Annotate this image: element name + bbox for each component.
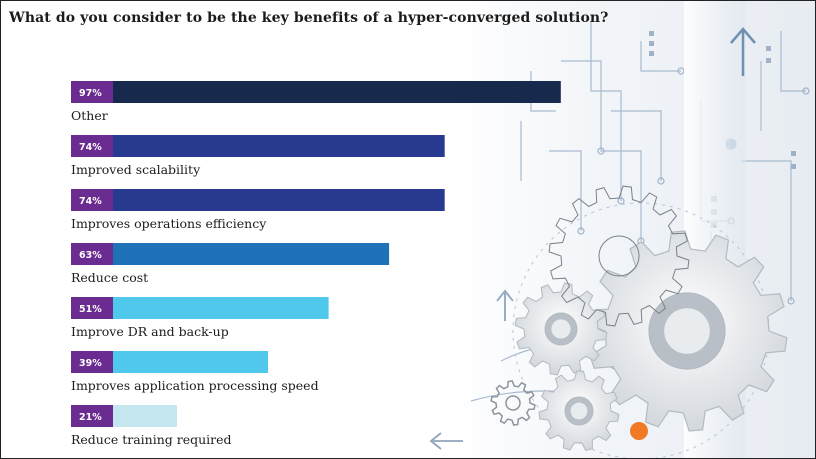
small-gear-icon (538, 370, 620, 451)
value-badge-4 (71, 297, 113, 319)
value-badge-0 (71, 81, 113, 103)
value-badge-1 (71, 135, 113, 157)
bar-3 (71, 243, 390, 265)
value-badge-5 (71, 351, 113, 373)
bar-0 (71, 81, 561, 103)
category-label-2: Improves operations efficiency (71, 216, 267, 231)
value-badge-6 (71, 405, 113, 427)
large-gear-icon (586, 230, 788, 432)
left-arrow-icon (429, 432, 463, 450)
value-label-1: 74% (79, 142, 102, 153)
bar-1 (71, 135, 445, 157)
orange-dot (630, 422, 648, 440)
value-label-3: 63% (79, 250, 102, 261)
up-arrow-small-icon (496, 289, 514, 321)
value-label-5: 39% (79, 358, 102, 369)
value-label-2: 74% (79, 196, 102, 207)
category-label-6: Reduce training required (71, 432, 232, 447)
category-label-1: Improved scalability (71, 162, 201, 177)
value-label-6: 21% (79, 412, 102, 423)
category-label-0: Other (71, 108, 108, 123)
outline-gear-icon (490, 380, 536, 426)
value-label-0: 97% (79, 88, 102, 99)
up-arrow-icon (730, 27, 756, 76)
bar-chart: 97% Other 74% Improved scalability 74% Improv… (71, 81, 561, 447)
value-badge-3 (71, 243, 113, 265)
bar-5 (71, 351, 268, 373)
category-label-3: Reduce cost (71, 270, 148, 285)
value-label-4: 51% (79, 304, 102, 315)
category-label-4: Improve DR and back-up (71, 324, 229, 339)
value-badge-2 (71, 189, 113, 211)
bar-4 (71, 297, 329, 319)
chart-title: What do you consider to be the key benef… (9, 10, 609, 26)
category-label-5: Improves application processing speed (71, 378, 319, 393)
bar-2 (71, 189, 445, 211)
dark-gear-icon (548, 185, 690, 327)
